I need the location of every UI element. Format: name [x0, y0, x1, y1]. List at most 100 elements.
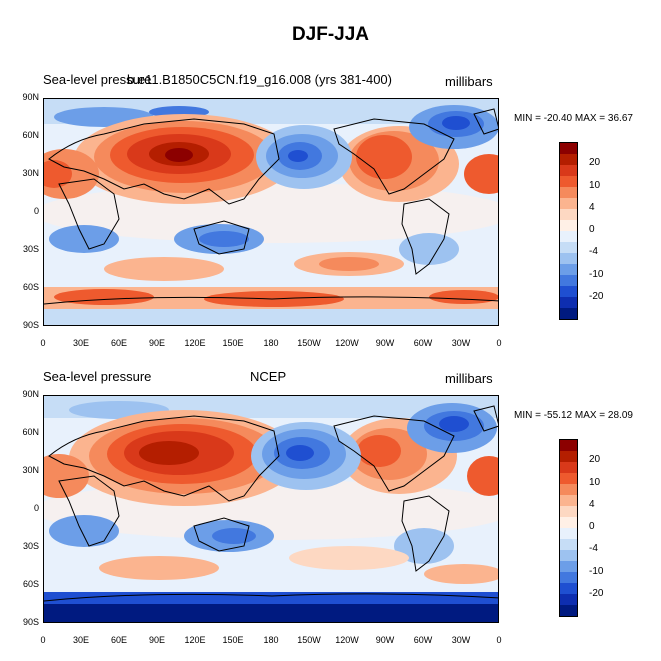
- lon-tick-label: 0: [40, 635, 46, 645]
- colorbar-tick-label: 10: [589, 476, 601, 488]
- lon-tick-label: 90E: [148, 635, 165, 645]
- colorbar-tick-label: -20: [589, 587, 604, 599]
- lat-tick-label: 90S: [22, 320, 39, 330]
- australia-low-core: [199, 231, 249, 247]
- atlantic-east-high: [467, 456, 498, 496]
- colorbar-segment: [560, 506, 577, 517]
- atlantic-west-high: [44, 454, 89, 498]
- lon-tick-label: 150W: [297, 338, 321, 348]
- colorbar-segment: [560, 473, 577, 484]
- colorbar-tick-label: 10: [589, 179, 601, 191]
- colorbar-segment: [560, 583, 577, 594]
- colorbar-segment: [560, 462, 577, 473]
- colorbar-segment: [560, 154, 577, 165]
- colorbar-segment: [560, 220, 577, 231]
- atlantic-east-high: [464, 154, 498, 194]
- lon-tick-label: 30W: [451, 338, 471, 348]
- colorbar-tick-label: -10: [589, 268, 604, 280]
- colorbar-tick-label: 0: [589, 224, 595, 235]
- colorbar-tick-label: 4: [589, 498, 595, 510]
- coastlines: [44, 405, 498, 602]
- lat-tick-label: 0: [33, 503, 39, 513]
- colorbar-2: [559, 439, 578, 617]
- lat-tick-label: 90N: [22, 92, 39, 102]
- colorbar-tick-label: 0: [589, 521, 595, 532]
- colorbar-segment: [560, 231, 577, 242]
- colorbar-tick-label: -20: [589, 290, 604, 302]
- namerica-high-2: [356, 135, 412, 179]
- panel2-center-label: NCEP: [250, 369, 287, 384]
- lon-tick-label: 150E: [222, 635, 244, 645]
- colorbar-segment: [560, 286, 577, 297]
- lon-tick-label: 120E: [184, 338, 206, 348]
- namerica-high-2: [357, 435, 401, 467]
- asia-high-core: [165, 148, 193, 162]
- aleutian-low-core: [288, 150, 308, 162]
- lat-tick-label: 30N: [22, 465, 39, 475]
- samerica-low: [394, 528, 454, 564]
- colorbar-segment: [560, 209, 577, 220]
- antarctic-band: [44, 309, 498, 325]
- lon-tick-label: 60W: [413, 635, 433, 645]
- south-indian-high: [104, 257, 224, 281]
- lon-tick-label: 150W: [297, 635, 321, 645]
- colorbar-segment: [560, 253, 577, 264]
- lat-tick-label: 60S: [22, 282, 39, 292]
- lon-tick-label: 120E: [184, 635, 206, 645]
- colorbar-1: [559, 142, 578, 320]
- lon-tick-label: 90W: [375, 338, 395, 348]
- colorbar-segment: [560, 176, 577, 187]
- lon-tick-label: 30E: [72, 635, 89, 645]
- coastlines: [44, 108, 498, 305]
- australia-low-core: [212, 528, 256, 544]
- lon-tick-label: 180: [263, 338, 279, 348]
- colorbar-segment: [560, 594, 577, 605]
- lon-tick-label: 0: [496, 338, 502, 348]
- panel2-minmax: MIN = -55.12 MAX = 28.09: [514, 410, 633, 421]
- lon-tick-label: 60E: [110, 635, 127, 645]
- colorbar-segment: [560, 165, 577, 176]
- colorbar-segment: [560, 550, 577, 561]
- colorbar-segment: [560, 539, 577, 550]
- panel1-minmax: MIN = -20.40 MAX = 36.67: [514, 113, 633, 124]
- safrica-low: [49, 515, 119, 547]
- lat-tick-label: 90S: [22, 617, 39, 627]
- colorbar-segment: [560, 528, 577, 539]
- colorbar-segment: [560, 517, 577, 528]
- south-pacific-high: [289, 546, 409, 570]
- panel2-units-label: millibars: [445, 371, 493, 386]
- south-indian-high: [99, 556, 219, 580]
- panel1-units-label: millibars: [445, 74, 493, 89]
- panel2-left-label: Sea-level pressure: [43, 369, 152, 384]
- lon-tick-label: 60E: [110, 338, 127, 348]
- colorbar-tick-label: 20: [589, 454, 601, 466]
- panel1-center-label: b.e11.B1850C5CN.f19_g16.008 (yrs 381-400…: [127, 72, 392, 87]
- lon-tick-label: 30E: [72, 338, 89, 348]
- colorbar-segment: [560, 198, 577, 209]
- colorbar-segment: [560, 143, 577, 154]
- lon-tick-label: 90E: [148, 338, 165, 348]
- colorbar-segment: [560, 572, 577, 583]
- lon-tick-label: 90W: [375, 635, 395, 645]
- colorbar-tick-label: 20: [589, 157, 601, 169]
- colorbar-segment: [560, 308, 577, 319]
- south-atlantic-high: [424, 564, 498, 584]
- lat-tick-label: 30S: [22, 244, 39, 254]
- southern-ocean-high-3: [429, 290, 498, 304]
- colorbar-segment: [560, 451, 577, 462]
- colorbar-segment: [560, 275, 577, 286]
- colorbar-segment: [560, 605, 577, 616]
- lon-tick-label: 0: [40, 338, 46, 348]
- colorbar-segment: [560, 297, 577, 308]
- lat-tick-label: 90N: [22, 389, 39, 399]
- panel2-map: [43, 395, 499, 623]
- lat-tick-label: 60S: [22, 579, 39, 589]
- colorbar-segment: [560, 484, 577, 495]
- lon-tick-label: 0: [496, 635, 502, 645]
- south-pacific-high-core: [319, 257, 379, 271]
- samerica-low: [399, 233, 459, 265]
- colorbar-tick-label: -10: [589, 565, 604, 577]
- colorbar-segment: [560, 495, 577, 506]
- lon-tick-label: 150E: [222, 338, 244, 348]
- lat-tick-label: 60N: [22, 427, 39, 437]
